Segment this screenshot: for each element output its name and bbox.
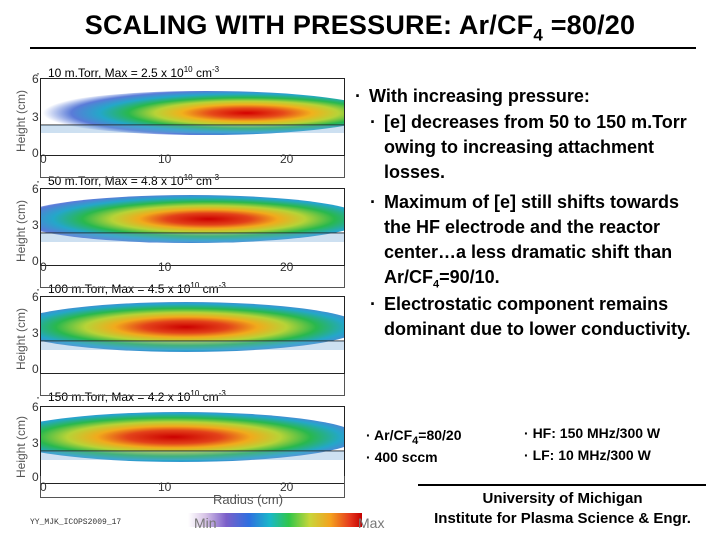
y-tick-6: 6 [32, 400, 39, 414]
condition-lf: · LF: 10 MHz/300 W [524, 447, 651, 463]
panel-label-150mtorr: · 150 m.Torr, Max = 4.2 x 1010 cm-3 [36, 389, 226, 404]
x-tick-0: 0 [40, 152, 47, 166]
colorbar-max-label: Max [358, 515, 385, 531]
bullet-sub-3: · Electrostatic component remains domina… [370, 294, 691, 339]
x-tick-20: 20 [280, 260, 294, 274]
bullet-sub-2: · Maximum of [e] still shifts towards th… [370, 192, 680, 291]
y-tick-0: 0 [32, 146, 39, 160]
university-name: University of Michigan [482, 490, 643, 507]
condition-flow: · 400 sccm [366, 449, 438, 465]
plot-lower-1 [40, 156, 345, 178]
y-tick-0: 0 [32, 362, 39, 376]
slide-title: SCALING WITH PRESSURE: Ar/CF4 =80/20 [84, 10, 636, 45]
footer-id: YY_MJK_ICOPS2009_17 [30, 518, 122, 527]
y-axis-label-3: Height (cm) [14, 307, 28, 370]
x-axis-label: Radius (cm) [213, 492, 284, 507]
plot-lower-3 [40, 374, 345, 396]
plot-lower-2 [40, 266, 345, 288]
x-tick-20: 20 [280, 480, 294, 494]
panel-label-10mtorr: · 10 m.Torr, Max = 2.5 x 1010 cm-3 [36, 65, 220, 80]
y-tick-6: 6 [32, 72, 39, 86]
condition-gas: · Ar/CF4=80/20 [366, 427, 462, 447]
plot-lower-4 [40, 476, 345, 498]
panel-label-100mtorr: · 100 m.Torr, Max = 4.5 x 1010 cm-3 [36, 281, 226, 296]
university-rule [418, 484, 706, 486]
y-tick-3: 3 [32, 436, 39, 450]
density-plot-10mtorr [40, 78, 345, 156]
y-tick-0: 0 [32, 254, 39, 268]
y-axis-label-4: Height (cm) [14, 415, 28, 478]
x-tick-10: 10 [158, 260, 172, 274]
institute-name: Institute for Plasma Science & Engr. [434, 510, 691, 527]
density-plot-150mtorr [40, 406, 345, 484]
y-tick-0: 0 [32, 470, 39, 484]
density-plot-50mtorr [40, 188, 345, 266]
x-tick-10: 10 [158, 480, 172, 494]
x-tick-10: 10 [158, 152, 172, 166]
condition-hf: · HF: 150 MHz/300 W [524, 425, 661, 441]
y-tick-6: 6 [32, 290, 39, 304]
colorbar-min-label: Min [194, 515, 217, 531]
y-axis-label-2: Height (cm) [14, 199, 28, 262]
bullet-main: · With increasing pressure: [355, 86, 590, 106]
y-axis-label-1: Height (cm) [14, 89, 28, 152]
x-tick-0: 0 [40, 260, 47, 274]
y-tick-3: 3 [32, 218, 39, 232]
density-plot-100mtorr [40, 296, 345, 374]
x-tick-20: 20 [280, 152, 294, 166]
bullet-sub-1: · [e] decreases from 50 to 150 m.Torr ow… [370, 112, 687, 182]
x-tick-0: 0 [40, 480, 47, 494]
y-tick-3: 3 [32, 110, 39, 124]
colorbar [188, 513, 362, 527]
y-tick-3: 3 [32, 326, 39, 340]
y-tick-6: 6 [32, 182, 39, 196]
title-underline [30, 47, 696, 49]
